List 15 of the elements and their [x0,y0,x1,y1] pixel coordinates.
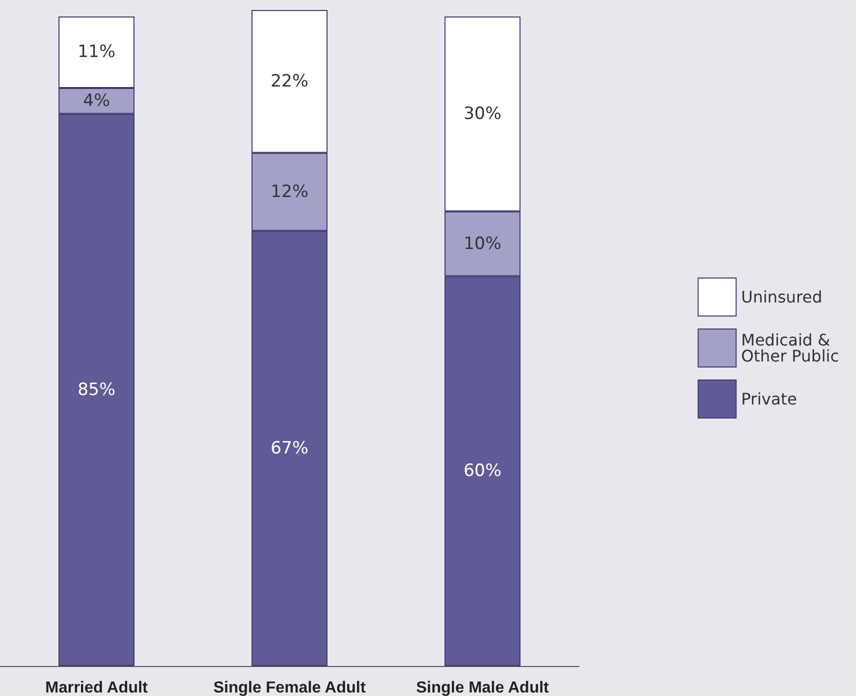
data-label: 4% [83,90,110,111]
data-label: 12% [270,182,308,202]
data-label: 85% [78,380,116,400]
data-label: 67% [270,438,308,458]
data-label: 60% [464,461,502,482]
x-tick-label: Married Adult [45,680,148,696]
x-tick-label: Single Female Adult [213,680,366,696]
legend-label: Private [741,390,797,408]
legend-label: Uninsured [741,288,822,306]
data-label: 10% [464,234,502,254]
x-tick-label: Single Male Adult [416,680,550,696]
data-label: 22% [270,71,308,92]
data-label: 30% [464,104,502,124]
legend-label: Medicaid & Other Public [741,330,840,366]
data-label: 11% [78,42,116,62]
